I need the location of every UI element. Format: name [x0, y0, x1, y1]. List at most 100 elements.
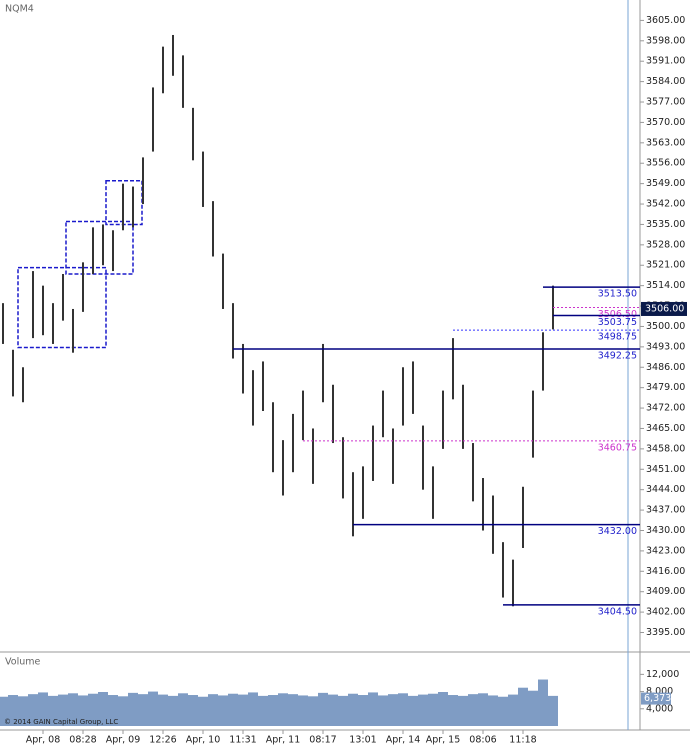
volume-bar	[388, 694, 398, 726]
x-tick-label: 08:06	[469, 735, 496, 746]
volume-bar	[148, 691, 158, 726]
level-label: 3503.75	[598, 317, 637, 328]
volume-tick-label: 8,000	[646, 686, 673, 697]
volume-bar	[218, 695, 228, 726]
volume-bar	[238, 694, 248, 726]
zone-box	[17, 266, 107, 349]
volume-bar	[258, 695, 268, 726]
volume-bar	[328, 694, 338, 726]
y-tick-label: 3563.00	[646, 137, 685, 148]
x-tick-label: Apr, 14	[386, 735, 421, 746]
volume-bar	[348, 693, 358, 726]
y-tick-label: 3528.00	[646, 239, 685, 250]
volume-bar	[0, 696, 8, 726]
x-tick-label: Apr, 10	[186, 735, 221, 746]
y-tick-label: 3458.00	[646, 443, 685, 454]
volume-bar	[538, 679, 548, 726]
volume-bar	[468, 694, 478, 726]
volume-bar	[278, 693, 288, 726]
x-tick-label: 11:31	[229, 735, 256, 746]
level-label: 3498.75	[598, 332, 637, 343]
y-tick-label: 3500.00	[646, 321, 685, 332]
y-tick-label: 3472.00	[646, 403, 685, 414]
volume-bar	[458, 695, 468, 726]
level-label: 3492.25	[598, 351, 637, 362]
volume-bar	[338, 695, 348, 726]
volume-tick-label: 4,000	[646, 703, 673, 714]
y-tick-label: 3479.00	[646, 382, 685, 393]
y-tick-label: 3416.00	[646, 566, 685, 577]
last-price-label: 3506.00	[645, 303, 684, 314]
volume-bar	[518, 687, 528, 726]
x-tick-label: 12:26	[149, 735, 176, 746]
volume-bar	[268, 695, 278, 726]
y-tick-label: 3542.00	[646, 199, 685, 210]
level-label: 3460.75	[598, 442, 637, 453]
y-tick-label: 3549.00	[646, 178, 685, 189]
y-tick-label: 3605.00	[646, 15, 685, 26]
volume-bar	[408, 695, 418, 726]
y-tick-label: 3584.00	[646, 76, 685, 87]
volume-bar	[288, 694, 298, 726]
volume-bar	[78, 695, 88, 726]
volume-bar	[38, 692, 48, 726]
level-label: 3513.50	[598, 289, 637, 300]
volume-bar	[318, 692, 328, 726]
volume-bar	[208, 694, 218, 726]
y-tick-label: 3451.00	[646, 464, 685, 475]
y-tick-label: 3521.00	[646, 260, 685, 271]
level-label: 3404.50	[598, 606, 637, 617]
volume-bar	[398, 693, 408, 726]
volume-bar	[48, 695, 58, 726]
y-tick-label: 3395.00	[646, 627, 685, 638]
volume-bar	[498, 696, 508, 726]
y-tick-label: 3437.00	[646, 505, 685, 516]
volume-bar	[178, 693, 188, 726]
x-tick-label: Apr, 15	[426, 735, 461, 746]
y-tick-label: 3486.00	[646, 362, 685, 373]
volume-bar	[228, 693, 238, 726]
volume-title: Volume	[5, 657, 40, 668]
volume-bar	[358, 695, 368, 726]
x-tick-label: 08:17	[309, 735, 336, 746]
y-tick-label: 3430.00	[646, 525, 685, 536]
volume-bar	[158, 694, 168, 726]
volume-bar	[128, 692, 138, 726]
volume-bar	[428, 693, 438, 726]
volume-bar	[298, 695, 308, 726]
y-tick-label: 3409.00	[646, 586, 685, 597]
volume-bar	[88, 693, 98, 726]
x-tick-label: Apr, 11	[266, 735, 301, 746]
y-tick-label: 3402.00	[646, 607, 685, 618]
level-label: 3432.00	[598, 526, 637, 537]
y-tick-label: 3535.00	[646, 219, 685, 230]
volume-bar	[188, 695, 198, 726]
x-tick-label: 13:01	[349, 735, 376, 746]
y-tick-label: 3514.00	[646, 280, 685, 291]
y-tick-label: 3493.00	[646, 341, 685, 352]
y-tick-label: 3444.00	[646, 484, 685, 495]
volume-bar	[378, 695, 388, 726]
volume-bar	[248, 692, 258, 726]
volume-tick-label: 12,000	[646, 669, 679, 680]
volume-bar	[528, 690, 538, 726]
y-tick-label: 3556.00	[646, 158, 685, 169]
symbol: NQM4	[5, 4, 34, 15]
y-tick-label: 3598.00	[646, 35, 685, 46]
volume-bar	[118, 696, 128, 726]
volume-bar	[548, 695, 558, 726]
last-volume-label: 6,373	[644, 693, 671, 704]
x-tick-label: 11:18	[509, 735, 536, 746]
zone-box	[65, 220, 134, 275]
volume-bar	[28, 694, 38, 726]
volume-bar	[138, 694, 148, 726]
volume-bar	[18, 696, 28, 726]
volume-bar	[68, 693, 78, 726]
y-tick-label: 3570.00	[646, 117, 685, 128]
volume-bar	[418, 694, 428, 726]
volume-bar	[108, 695, 118, 726]
x-tick-label: 08:28	[69, 735, 96, 746]
level-label: 3506.50	[598, 309, 637, 320]
